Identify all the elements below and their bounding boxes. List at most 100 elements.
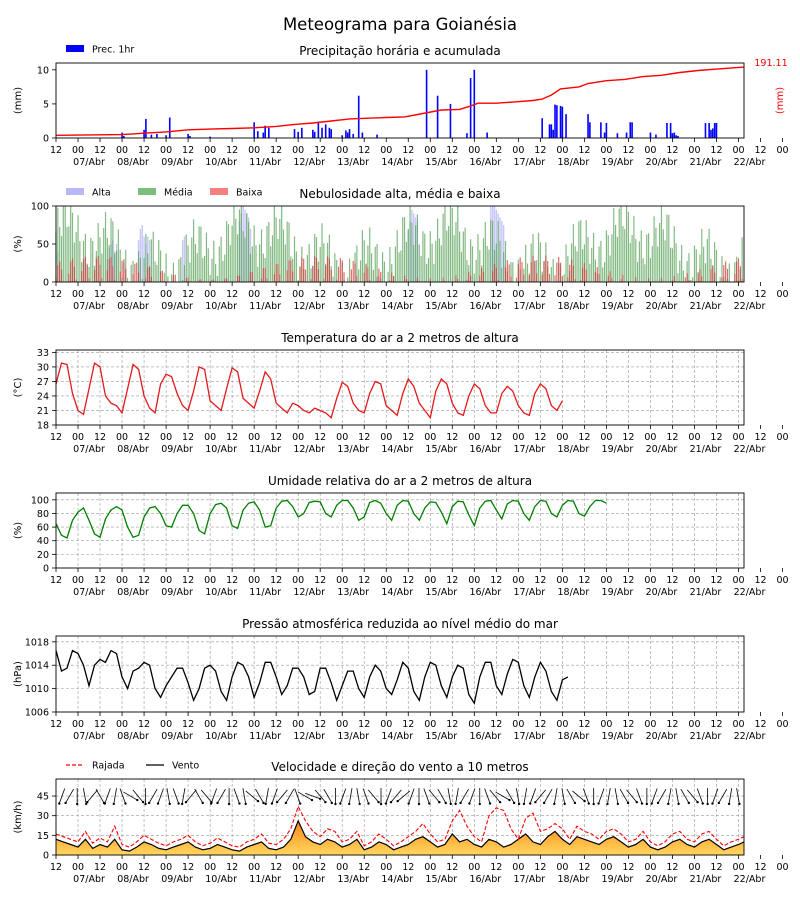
cloud-mid-bar [488, 249, 490, 282]
cloud-low-bar [541, 274, 543, 282]
x-tick-label: 12 [50, 862, 62, 873]
cloud-low-bar [585, 269, 587, 282]
cloud-mid-bar [222, 260, 224, 282]
x-tick-label: 00 [688, 575, 700, 586]
cloud-mid-bar [200, 226, 202, 282]
day-label: 22/Abr [734, 587, 766, 598]
cloud-mid-bar [451, 208, 453, 282]
cloud-mid-bar [539, 242, 541, 282]
cloud-low-bar [330, 269, 332, 282]
x-tick-label: 12 [182, 862, 194, 873]
wind-arrow [469, 788, 476, 804]
cloud-mid-bar [407, 229, 409, 282]
cloud-low-bar [543, 261, 545, 282]
x-tick-label: 12 [50, 432, 62, 443]
wind-arrow [265, 788, 269, 804]
cloud-low-bar [277, 264, 279, 282]
x-tick-label: 00 [72, 575, 84, 586]
cloud-low-bar [299, 267, 301, 282]
day-label: 17/Abr [513, 874, 545, 885]
panel-pressure: Pressão atmosférica reduzida ao nível mé… [13, 617, 789, 742]
cloud-mid-bar [226, 221, 228, 282]
cloud-low-bar [108, 258, 110, 282]
wind-arrow-head [348, 802, 351, 806]
wind-arrow [132, 789, 144, 803]
day-label: 09/Abr [161, 587, 193, 598]
cloud-low-bar [343, 272, 345, 282]
cloud-mid-bar [614, 224, 617, 282]
cloud-mid-bar [99, 237, 101, 282]
y-tick-label: 24 [37, 391, 49, 402]
cloud-mid-bar [257, 266, 259, 282]
x-tick-label: 12 [182, 719, 194, 730]
cloud-low-bar [647, 278, 650, 282]
y-axis-label: (mm) [13, 87, 24, 114]
day-label: 16/Abr [469, 731, 501, 742]
cloud-mid-bar [699, 254, 701, 282]
wind-arrow-head [389, 800, 393, 804]
cloud-low-bar [266, 278, 268, 282]
x-tick-label: 12 [270, 719, 282, 730]
cloud-low-bar [567, 277, 569, 282]
precip-bar [704, 123, 707, 138]
x-tick-label: 12 [754, 145, 766, 156]
wind-arrow-head [616, 802, 620, 806]
cloud-mid-bar [383, 261, 386, 282]
wind-arrow-head [522, 802, 526, 806]
wind-arrow-head [86, 800, 89, 804]
wind-arrow [447, 788, 452, 804]
cloud-low-bar [559, 262, 562, 282]
cloud-mid-bar [433, 263, 435, 282]
panel-title: Umidade relativa do ar a 2 metros de alt… [268, 474, 532, 488]
cloud-mid-bar [510, 262, 512, 282]
x-tick-label: 00 [556, 862, 568, 873]
cloud-low-bar [622, 274, 624, 282]
cloud-low-bar [479, 275, 481, 282]
cloud-low-bar [71, 258, 74, 282]
x-tick-label: 12 [314, 432, 326, 443]
cloud-mid-bar [244, 237, 246, 282]
cloud-high-bar [501, 221, 503, 282]
cloud-mid-bar [671, 248, 674, 282]
x-tick-label: 00 [776, 145, 788, 156]
day-label: 09/Abr [161, 157, 193, 168]
cloud-mid-bar [262, 253, 264, 282]
cloud-mid-bar [64, 206, 66, 282]
cloud-low-bar [596, 267, 598, 282]
day-label: 14/Abr [381, 874, 413, 885]
cloud-mid-bar [659, 222, 661, 282]
cloud-mid-bar [666, 214, 668, 282]
cloud-mid-bar [609, 255, 611, 282]
day-label: 07/Abr [73, 157, 105, 168]
cloud-low-bar [492, 271, 494, 282]
precip-bar [677, 135, 679, 138]
cloud-low-bar [581, 268, 584, 282]
cloud-mid-bar [411, 222, 413, 282]
wind-arrow-head [330, 801, 334, 805]
day-label: 12/Abr [293, 301, 325, 312]
y-tick-label: 1018 [25, 637, 49, 648]
day-label: 10/Abr [205, 157, 237, 168]
cloud-low-bar [376, 276, 378, 282]
precip-bar [469, 78, 472, 138]
x-tick-label: 12 [226, 862, 238, 873]
wind-arrow-head [478, 802, 481, 806]
legend-swatch [66, 45, 84, 52]
cloud-low-bar [323, 278, 325, 282]
cloud-mid-bar [270, 246, 272, 282]
cloud-low-bar [405, 279, 408, 282]
cloud-mid-bar [216, 275, 219, 282]
wind-arrow-head [275, 800, 279, 804]
cloud-low-bar [315, 257, 318, 282]
day-label: 08/Abr [117, 157, 149, 168]
x-tick-label: 12 [358, 145, 370, 156]
cloud-mid-bar [603, 262, 606, 282]
cloud-mid-bar [675, 243, 677, 282]
cloud-mid-bar [429, 231, 431, 282]
day-label: 21/Abr [690, 587, 722, 598]
x-tick-label: 12 [226, 432, 238, 443]
day-label: 07/Abr [73, 587, 105, 598]
cloud-mid-bar [130, 264, 132, 282]
wind-arrow-head [227, 802, 231, 806]
x-tick-label: 12 [270, 145, 282, 156]
